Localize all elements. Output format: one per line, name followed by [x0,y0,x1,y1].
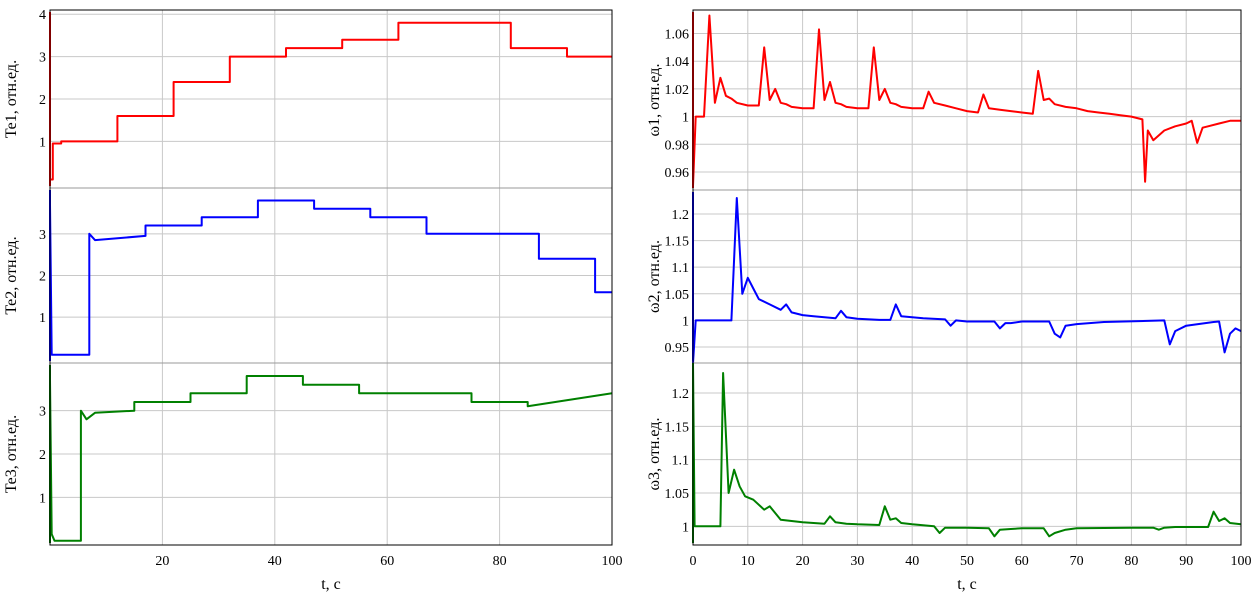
x-tick-label: 80 [1124,554,1138,569]
y-tick-label: 1.1 [672,454,690,469]
y-tick-label: 1.1 [672,261,690,276]
y-tick-label: 1.06 [665,28,690,43]
x-tick-label: 100 [1231,554,1252,569]
y-tick-label: 1.04 [665,55,690,70]
y-tick-label: 1.05 [665,487,690,502]
y-axis-label: ω2, отн.ед. [646,240,663,313]
y-tick-label: 1 [682,520,689,535]
y-tick-label: 1 [682,111,689,126]
x-tick-label: 10 [741,554,755,569]
plot-frame [692,9,1242,546]
y-tick-label: 1 [39,135,46,150]
plot-frame [49,9,613,546]
y-axis-label: ω3, отн.ед. [646,418,663,491]
y-tick-label: 1 [39,311,46,326]
y-tick-label: 4 [39,8,46,23]
y-tick-label: 1.2 [672,208,690,223]
y-tick-label: 2 [39,270,46,285]
y-tick-label: 0.98 [665,138,690,153]
y-tick-label: 1.15 [665,420,690,435]
series-line [692,197,1242,364]
x-tick-label: 100 [602,554,623,569]
x-tick-label: 60 [380,554,394,569]
y-tick-label: 3 [39,405,46,420]
y-axis-label: Te3, отн.ед. [3,415,20,493]
x-axis-label: t, c [321,576,341,593]
series-line [692,362,1242,538]
y-tick-label: 1.15 [665,235,690,250]
x-tick-label: 80 [493,554,507,569]
series-line [692,14,1241,186]
y-tick-label: 1 [682,314,689,329]
y-axis-label: ω1, отн.ед. [646,64,663,137]
y-tick-label: 3 [39,51,46,66]
y-tick-label: 1.2 [672,387,690,402]
y-tick-label: 0.96 [665,166,690,181]
x-tick-label: 60 [1015,554,1029,569]
x-tick-label: 20 [796,554,810,569]
y-tick-label: 2 [39,93,46,108]
x-axis-label: t, c [957,576,977,593]
x-tick-label: 50 [960,554,974,569]
x-tick-label: 30 [850,554,864,569]
y-tick-label: 2 [39,448,46,463]
series-line [49,375,613,542]
y-tick-label: 0.95 [665,341,690,356]
y-tick-label: 3 [39,228,46,243]
y-axis-label: Te1, отн.ед. [3,60,20,138]
y-tick-label: 1 [39,491,46,506]
x-tick-label: 90 [1179,554,1193,569]
series-line [50,21,612,181]
x-tick-label: 70 [1070,554,1084,569]
x-tick-label: 40 [268,554,282,569]
y-tick-label: 1.02 [665,83,690,98]
x-tick-label: 20 [155,554,169,569]
x-tick-label: 0 [690,554,697,569]
series-line [49,199,612,356]
x-tick-label: 40 [905,554,919,569]
y-axis-label: Te2, отн.ед. [3,236,20,314]
y-tick-label: 1.05 [665,288,690,303]
